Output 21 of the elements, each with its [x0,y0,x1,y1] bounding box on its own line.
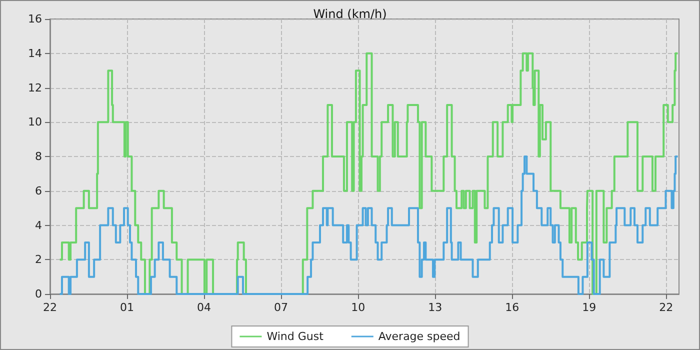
y-tick-label: 0 [35,288,42,300]
y-tick-label: 8 [35,150,42,163]
chart-title: Wind (km/h) [313,7,387,21]
x-tick-label: 10 [351,301,366,314]
y-tick-label: 4 [35,218,42,232]
x-tick-label: 22 [659,301,674,314]
y-tick-label: 10 [28,116,42,129]
x-tick-label: 13 [428,301,442,314]
x-tick-label: 22 [43,301,57,314]
legend-label: Average speed [378,330,460,343]
x-tick-label: 19 [582,301,596,314]
y-tick-label: 12 [28,81,42,94]
y-tick-label: 16 [28,12,42,26]
legend-label: Wind Gust [266,330,324,343]
y-tick-label: 14 [28,46,42,60]
x-tick-label: 04 [197,301,212,314]
y-tick-label: 2 [35,253,42,266]
x-tick-label: 07 [274,301,288,314]
x-tick-label: 16 [505,301,520,314]
y-tick-label: 6 [35,184,42,198]
x-tick-label: 01 [120,301,134,314]
